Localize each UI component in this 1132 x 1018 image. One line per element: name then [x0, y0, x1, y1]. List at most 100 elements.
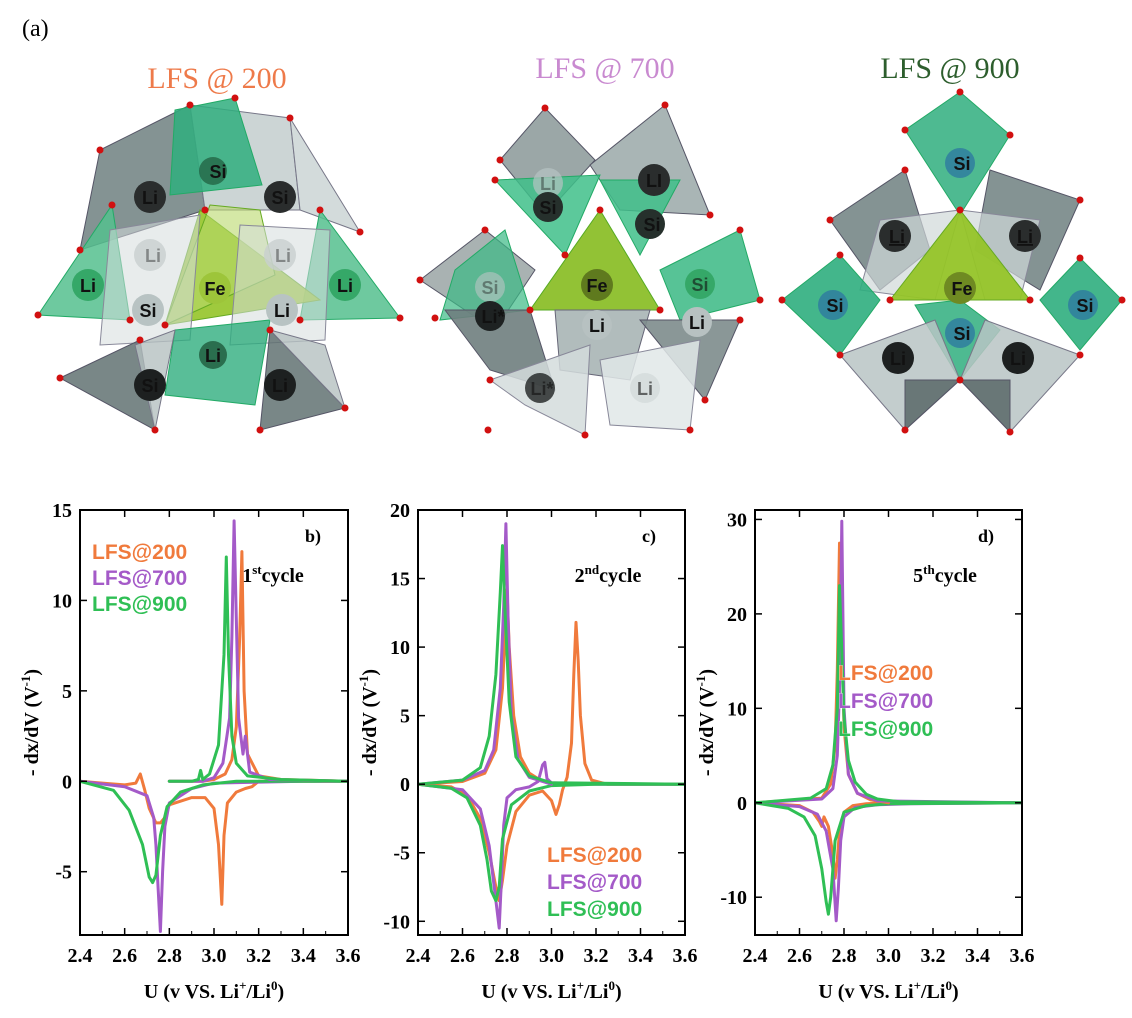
x-tick-label: 3.6 — [336, 945, 361, 967]
y-axis-title-part: -1 — [693, 676, 708, 687]
y-axis-title-part: -1 — [356, 676, 371, 687]
atom-label: Li — [145, 246, 161, 266]
atom-label: Li — [275, 246, 291, 266]
atom-label: LI — [646, 171, 662, 191]
y-tick-label: 0 — [737, 793, 747, 815]
x-axis-title-part: 0 — [271, 978, 278, 993]
atom-label: Fe — [951, 279, 972, 299]
legend-entry: LFS@200 — [838, 662, 933, 685]
cycle-label-part: cycle — [599, 565, 641, 587]
atom-label: Si — [271, 188, 288, 208]
panel-letter: d) — [978, 526, 994, 547]
atom-label: Li — [689, 313, 705, 333]
series-line-lfs-700 — [755, 519, 1022, 805]
x-axis-title: U (v VS. Li+/Li0) — [818, 978, 958, 1003]
x-axis-title-part: U (v VS. Li — [818, 981, 914, 1003]
cycle-label-part: cycle — [262, 565, 304, 587]
x-tick-label: 2.4 — [743, 945, 768, 967]
series-line-lfs-900 — [755, 584, 1022, 805]
x-axis-title-part: + — [914, 978, 921, 993]
series-line-lfs-900 — [755, 801, 1022, 916]
atom-label: Si — [481, 278, 498, 298]
cycle-label-part: 2 — [575, 565, 585, 587]
y-tick-label: -5 — [55, 862, 72, 884]
y-tick-label: 0 — [62, 771, 72, 793]
series-group — [80, 519, 348, 933]
atom-label: Si — [539, 198, 556, 218]
x-tick-label: 2.8 — [157, 945, 182, 967]
atom-label: Li* — [530, 379, 553, 399]
x-axis-title-part: U (v VS. Li — [481, 981, 577, 1003]
atom-label: Li — [80, 276, 96, 296]
series-line-lfs-900 — [80, 779, 348, 885]
y-axis-title: - dx/dV (V-1) — [693, 669, 718, 776]
atom-label: Li — [272, 376, 288, 396]
cycle-label: 1stcycle — [242, 562, 304, 587]
legend-entry: LFS@700 — [92, 567, 187, 590]
y-tick-label: 10 — [52, 590, 72, 612]
cycle-label: 5thcycle — [913, 562, 977, 587]
x-tick-label: 3.6 — [673, 945, 698, 967]
x-tick-label: 3.0 — [539, 945, 564, 967]
x-axis-title: U (v VS. Li+/Li0) — [481, 978, 621, 1003]
y-tick-label: 30 — [727, 509, 747, 531]
series-line-lfs-700 — [167, 519, 348, 783]
x-tick-label: 3.4 — [965, 945, 990, 967]
x-axis-title-part: ) — [277, 981, 284, 1003]
x-axis-title-part: U (v VS. Li — [144, 981, 240, 1003]
crystal-structure-200: Si Li Si Li Li Li Fe Li Si Li Li Si Li — [34, 94, 404, 434]
atom-label: Li — [337, 276, 353, 296]
x-tick-label: 3.4 — [628, 945, 653, 967]
x-tick-label: 3.2 — [584, 945, 609, 967]
x-tick-label: 2.4 — [406, 945, 431, 967]
x-tick-label: 2.6 — [787, 945, 812, 967]
x-tick-label: 2.6 — [112, 945, 137, 967]
oxygen-atoms-200 — [34, 94, 404, 434]
y-axis-title-part: - dx/dV (V — [359, 686, 381, 776]
cycle-label-part: 5 — [913, 565, 923, 587]
legend-entry: LFS@900 — [547, 898, 642, 921]
atom-label: Si — [826, 296, 843, 316]
y-axis-title-part: - dx/dV (V — [696, 686, 718, 776]
x-axis-title-part: /Li — [920, 981, 946, 1003]
x-axis-title-part: + — [577, 978, 584, 993]
y-axis-title-part: - dx/dV (V — [21, 686, 43, 776]
atom-label: Fe — [586, 276, 607, 296]
cycle-label-part: nd — [585, 562, 600, 577]
x-axis-title-part: /Li — [246, 981, 272, 1003]
cycle-label-part: cycle — [935, 565, 977, 587]
atom-label: Li — [1010, 349, 1026, 369]
x-axis-title-part: 0 — [608, 978, 615, 993]
y-tick-label: -10 — [383, 911, 410, 933]
y-axis-title-part: ) — [696, 669, 718, 676]
legend-entry: LFS@200 — [92, 541, 187, 564]
y-axis-title-part: ) — [21, 669, 43, 676]
cycle-label-part: th — [923, 562, 935, 577]
x-axis-title-part: ) — [952, 981, 959, 1003]
series-group — [755, 519, 1022, 923]
x-tick-label: 3.0 — [876, 945, 901, 967]
y-tick-label: 20 — [727, 604, 747, 626]
atom-label: Si — [141, 376, 158, 396]
series-line-lfs-900 — [418, 782, 685, 903]
y-tick-label: 0 — [400, 774, 410, 796]
cycle-label-part: st — [252, 562, 262, 577]
legend-entry: LFS@700 — [838, 690, 933, 713]
atom-label: Li — [637, 379, 653, 399]
atom-label: Li — [589, 316, 605, 336]
panel-a-label: (a) — [22, 16, 49, 42]
structure-title-700: LFS @ 700 — [535, 52, 674, 85]
oxygen-atoms-900 — [778, 88, 1126, 436]
x-tick-label: 3.0 — [202, 945, 227, 967]
x-tick-label: 2.6 — [450, 945, 475, 967]
legend-entry: LFS@200 — [547, 844, 642, 867]
y-tick-label: 5 — [62, 681, 72, 703]
x-axis-title-part: ) — [615, 981, 622, 1003]
legend-entry: LFS@900 — [92, 593, 187, 616]
atom-label: Li — [274, 301, 290, 321]
atom-label: Li — [889, 227, 905, 247]
